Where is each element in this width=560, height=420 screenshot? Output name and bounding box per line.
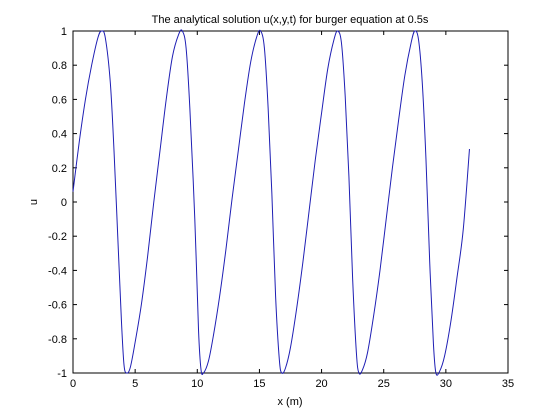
y-tick-label: -0.4 xyxy=(48,265,67,277)
y-tick-label: 1 xyxy=(61,26,67,38)
series-line xyxy=(72,29,470,376)
x-tick-label: 15 xyxy=(253,378,265,390)
y-tick-label: 0 xyxy=(61,197,67,209)
y-axis-label: u xyxy=(28,199,40,205)
x-tick-label: 20 xyxy=(315,378,327,390)
y-tick-label: -1 xyxy=(57,368,67,380)
axis-ticks xyxy=(72,30,509,374)
y-tick-label: 0.6 xyxy=(52,94,67,106)
plot-area xyxy=(72,30,509,374)
x-axis-label: x (m) xyxy=(277,396,302,408)
x-tick-label: 0 xyxy=(70,378,76,390)
x-tick-label: 35 xyxy=(502,378,514,390)
x-tick-label: 5 xyxy=(132,378,138,390)
y-tick-label: -0.2 xyxy=(48,231,67,243)
x-tick-label: 10 xyxy=(191,378,203,390)
y-tick-label: 0.4 xyxy=(52,129,67,141)
y-tick-label: -0.6 xyxy=(48,300,67,312)
y-tick-label: 0.2 xyxy=(52,163,67,175)
x-tick-label: 25 xyxy=(378,378,390,390)
y-tick-label: -0.8 xyxy=(48,334,67,346)
y-tick-label: 0.8 xyxy=(52,60,67,72)
chart-title: The analytical solution u(x,y,t) for bur… xyxy=(152,14,429,26)
x-tick-label: 30 xyxy=(440,378,452,390)
tick-labels: 0 5 10 15 20 25 30 35 -1 -0.8 -0.6 -0.4 -0.2 0 0.2 0.4 0… xyxy=(48,26,514,390)
